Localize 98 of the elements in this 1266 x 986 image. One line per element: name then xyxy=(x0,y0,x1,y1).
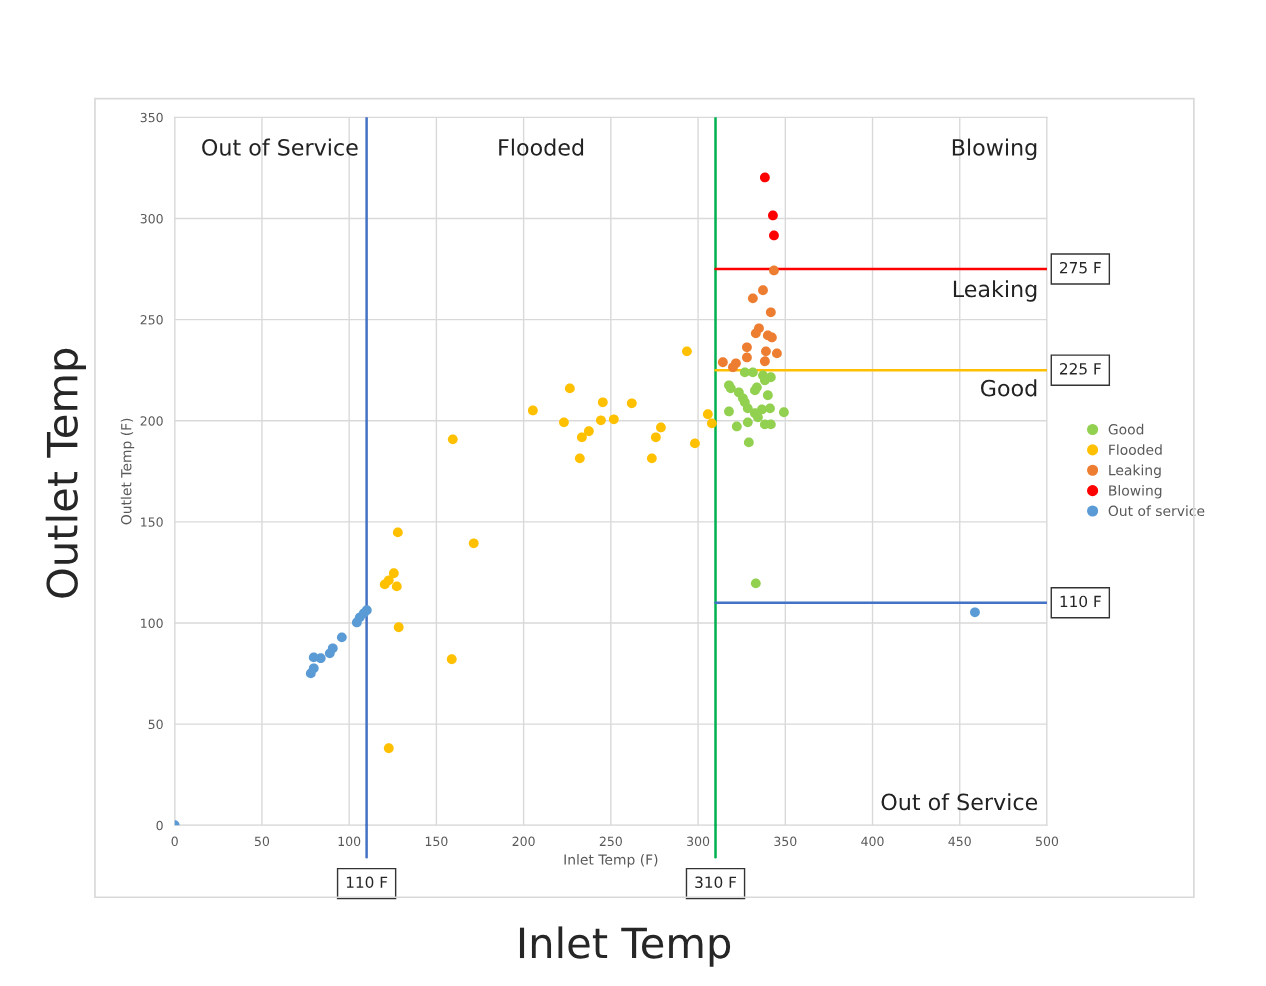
x-tick-label: 50 xyxy=(254,836,270,847)
y-tick-label: 300 xyxy=(140,213,163,224)
point xyxy=(392,527,403,538)
point xyxy=(970,607,980,618)
point xyxy=(759,172,770,183)
y-tick-label: 200 xyxy=(140,416,163,426)
point xyxy=(351,617,362,628)
point xyxy=(336,632,347,643)
x-tick-label: 450 xyxy=(948,836,971,847)
ref-line-label: 110 F xyxy=(1060,595,1101,608)
point xyxy=(724,406,734,417)
point xyxy=(324,648,335,659)
point xyxy=(778,407,789,418)
point xyxy=(383,575,394,586)
annotation: Out of Service xyxy=(881,793,1038,811)
point xyxy=(769,265,779,276)
point xyxy=(747,367,758,378)
point xyxy=(765,403,775,414)
y-tick-label: 50 xyxy=(148,719,163,730)
point xyxy=(650,432,661,443)
y-tick-label: 350 xyxy=(140,112,163,123)
annotation: Blowing xyxy=(952,138,1037,161)
point xyxy=(388,568,399,579)
point xyxy=(446,654,457,665)
point xyxy=(305,668,316,679)
y-tick-label: 0 xyxy=(156,820,163,831)
annotation: Out of Service xyxy=(202,138,358,156)
point xyxy=(728,362,738,373)
point xyxy=(761,346,771,357)
point xyxy=(468,538,479,549)
y-tick-label: 100 xyxy=(141,618,163,628)
point xyxy=(742,403,753,414)
point xyxy=(595,415,606,426)
point xyxy=(765,307,776,318)
x-tick-label: 0 xyxy=(171,836,178,847)
ref-line-label: 225 F xyxy=(1060,363,1101,375)
point xyxy=(750,328,761,339)
point xyxy=(576,432,587,443)
point xyxy=(574,453,585,464)
point xyxy=(447,434,458,445)
point xyxy=(731,421,742,432)
point xyxy=(564,383,575,394)
annotation: Flooded xyxy=(499,138,584,156)
point xyxy=(743,437,754,448)
x-tick-label: 150 xyxy=(425,836,448,847)
point xyxy=(656,422,666,433)
x-tick-label: 100 xyxy=(338,836,361,847)
point xyxy=(308,652,319,663)
point xyxy=(690,438,700,449)
point xyxy=(608,414,619,425)
text: Outlet Temp xyxy=(45,348,86,598)
annotation: Leaking xyxy=(953,280,1037,302)
point xyxy=(759,356,770,367)
point xyxy=(393,622,404,633)
point xyxy=(772,348,782,359)
point xyxy=(527,405,538,416)
legend-label: Out of service xyxy=(1108,505,1205,517)
point xyxy=(766,332,777,343)
point xyxy=(597,397,608,408)
x-tick-label: 400 xyxy=(861,836,884,847)
point xyxy=(742,352,752,363)
x-axis-title: Inlet Temp (F) xyxy=(564,854,658,868)
point xyxy=(768,210,778,221)
x-tick-label: 500 xyxy=(1036,836,1059,847)
point xyxy=(626,398,637,409)
point xyxy=(706,418,717,429)
y-axis-title: Outlet Temp (F) xyxy=(120,418,135,525)
point xyxy=(750,578,761,589)
legend-label: Good xyxy=(1108,423,1144,435)
annotation: Good xyxy=(980,379,1037,397)
point xyxy=(682,346,692,357)
point xyxy=(769,230,779,241)
ref-line-label: 275 F xyxy=(1060,261,1101,274)
legend-label: Blowing xyxy=(1109,484,1162,499)
point xyxy=(762,390,773,401)
point xyxy=(583,426,594,437)
point xyxy=(742,342,752,353)
point xyxy=(646,453,657,464)
y-tick-label: 150 xyxy=(141,517,163,527)
point xyxy=(742,417,753,428)
legend-label: Leaking xyxy=(1109,464,1161,479)
point xyxy=(717,357,728,368)
point xyxy=(391,581,402,592)
point xyxy=(758,285,768,296)
text: Inlet Temp xyxy=(519,926,731,967)
point xyxy=(747,293,758,304)
point xyxy=(383,743,394,754)
x-tick-label: 250 xyxy=(599,836,622,847)
ref-line-label: 310 F xyxy=(695,876,737,889)
x-tick-label: 200 xyxy=(512,836,535,847)
point xyxy=(702,409,713,420)
ref-line-label: 110 F xyxy=(346,876,388,889)
x-tick-label: 300 xyxy=(687,836,710,847)
y-tick-label: 250 xyxy=(140,315,163,325)
x-tick-label: 350 xyxy=(774,836,797,847)
point xyxy=(753,412,763,423)
point xyxy=(559,417,569,428)
legend-label: Flooded xyxy=(1109,444,1162,455)
